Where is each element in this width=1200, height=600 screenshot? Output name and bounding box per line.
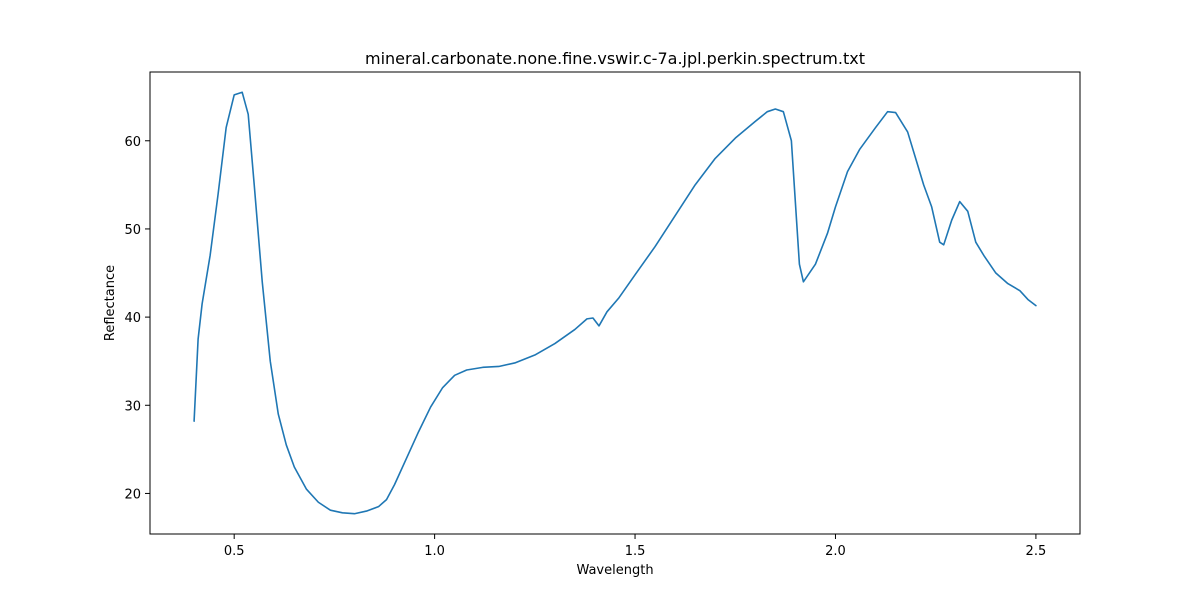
x-tick-label: 1.5 <box>625 544 646 559</box>
y-tick-label: 20 <box>124 487 141 502</box>
chart-title: mineral.carbonate.none.fine.vswir.c-7a.j… <box>365 49 865 68</box>
y-tick-label: 60 <box>124 135 141 150</box>
y-axis-label: Reflectance <box>103 265 118 341</box>
x-axis: 0.5 1.0 1.5 2.0 2.5 <box>224 534 1046 559</box>
x-tick-label: 1.0 <box>424 544 445 559</box>
y-tick-label: 50 <box>124 223 141 238</box>
x-tick-label: 0.5 <box>224 544 245 559</box>
x-axis-label: Wavelength <box>576 563 653 578</box>
y-tick-label: 30 <box>124 399 141 414</box>
y-tick-label: 40 <box>124 311 141 326</box>
y-axis: 20 30 40 50 60 <box>124 135 150 502</box>
spectrum-line <box>193 91 1037 515</box>
x-tick-label: 2.5 <box>1026 544 1047 559</box>
plot-border <box>149 71 1081 535</box>
x-tick-label: 2.0 <box>825 544 846 559</box>
plot-area <box>149 71 1081 535</box>
